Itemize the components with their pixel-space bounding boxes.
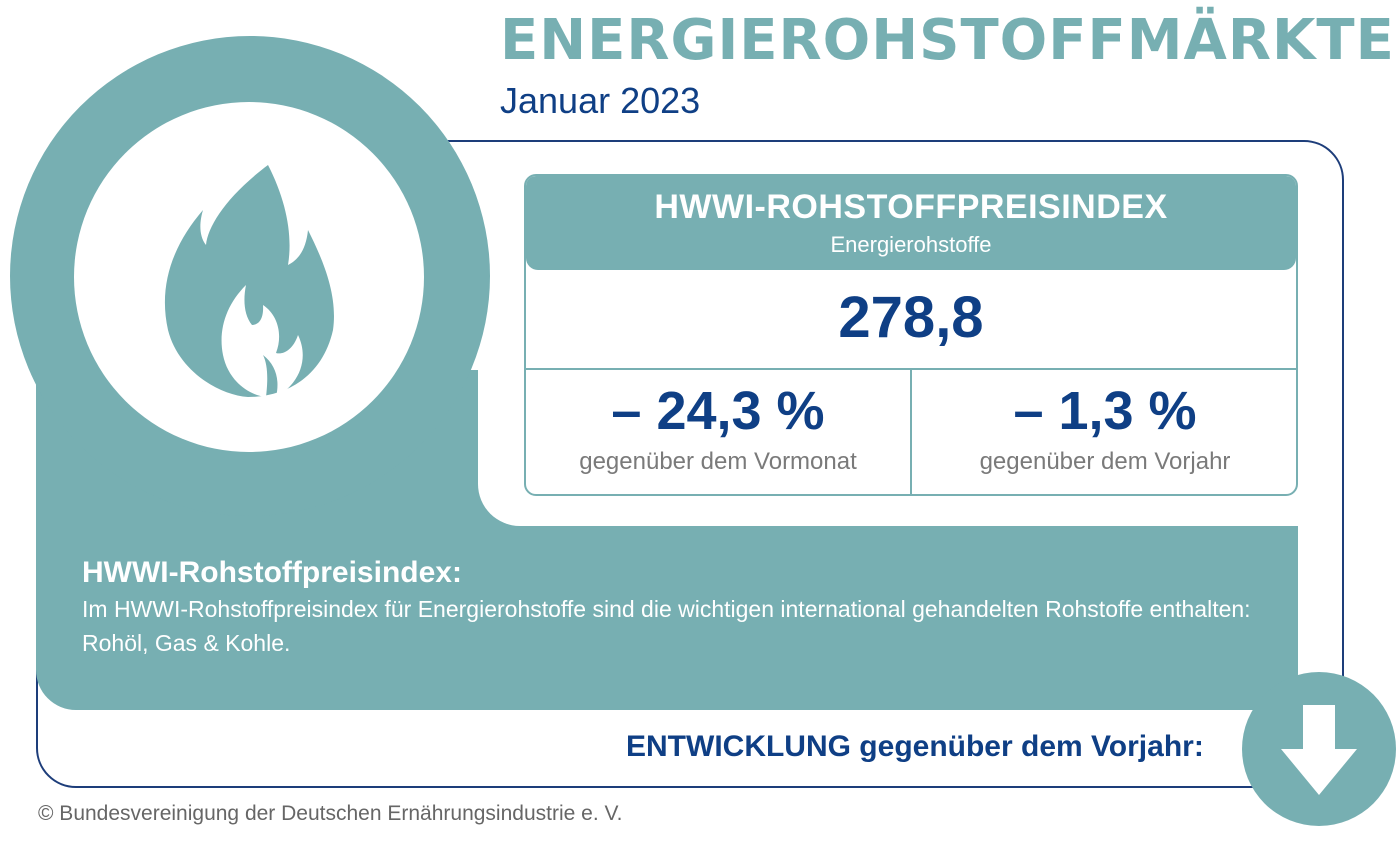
flame-icon bbox=[164, 165, 334, 397]
copyright-notice: © Bundesvereinigung der Deutschen Ernähr… bbox=[38, 802, 623, 825]
arrow-down-icon bbox=[1281, 705, 1357, 795]
description-heading: HWWI-Rohstoffpreisindex: bbox=[82, 556, 462, 589]
change-year-value: – 1,3 % bbox=[1013, 381, 1197, 441]
description-text: Im HWWI-Rohstoffpreisindex für Energiero… bbox=[82, 596, 1251, 656]
page-subtitle-period: Januar 2023 bbox=[500, 80, 701, 121]
page-title: ENERGIEROHSTOFFMÄRKTE bbox=[500, 8, 1395, 73]
index-value: 278,8 bbox=[838, 285, 984, 350]
change-month-cell: – 24,3 % gegenüber dem Vormonat bbox=[526, 370, 910, 494]
index-subtitle: Energierohstoffe bbox=[830, 232, 992, 257]
trend-indicator bbox=[1242, 672, 1396, 826]
index-title: HWWI-ROHSTOFFPREISINDEX bbox=[654, 188, 1168, 226]
index-box: HWWI-ROHSTOFFPREISINDEX Energierohstoffe… bbox=[524, 174, 1298, 496]
change-year-label: gegenüber dem Vorjahr bbox=[979, 448, 1231, 475]
change-year-cell: – 1,3 % gegenüber dem Vorjahr bbox=[912, 370, 1296, 494]
index-header: HWWI-ROHSTOFFPREISINDEX Energierohstoffe bbox=[526, 176, 1296, 270]
trend-label: ENTWICKLUNG gegenüber dem Vorjahr: bbox=[626, 730, 1204, 763]
change-month-label: gegenüber dem Vormonat bbox=[579, 448, 857, 475]
change-month-value: – 24,3 % bbox=[611, 381, 825, 441]
index-divider-vertical bbox=[910, 368, 912, 494]
